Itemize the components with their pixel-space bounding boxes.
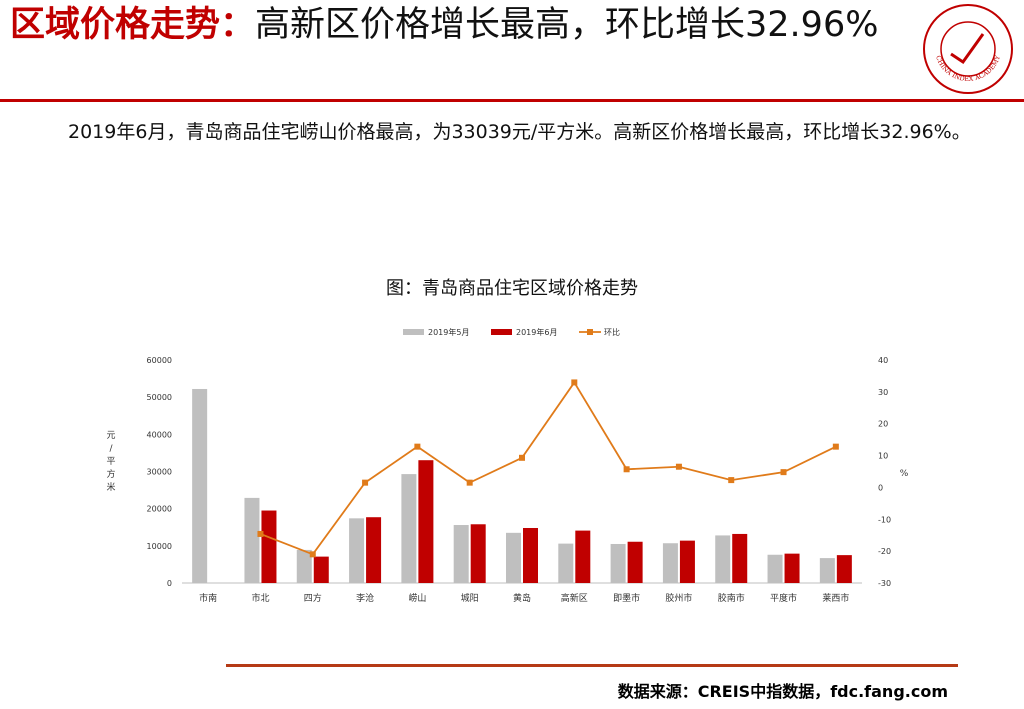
y-tick-label: 10000 [147,542,172,551]
bar-2019-05 [558,543,574,583]
bar-2019-06 [627,541,643,583]
bar-2019-05 [296,549,312,583]
x-category-label: 黄岛 [513,592,531,604]
bar-2019-05 [767,554,783,583]
y-axis-label: / [109,444,113,454]
bar-2019-05 [453,525,469,583]
bar-2019-05 [401,474,417,583]
point-mom [414,443,421,450]
point-mom [309,551,316,558]
title-divider [0,99,1024,102]
slide-title: 区域价格走势：高新区价格增长最高，环比增长32.96% [10,2,910,48]
x-category-label: 平度市 [770,592,797,604]
legend-swatch-2019-06 [491,329,512,335]
bar-2019-05 [610,543,626,583]
bar-2019-06 [470,524,486,583]
bar-2019-06 [732,533,748,583]
y-tick-label: 0 [167,579,172,588]
x-category-label: 即墨市 [613,592,640,604]
x-category-label: 市南 [199,592,217,604]
bar-2019-05 [244,497,260,583]
y-tick-label: 50000 [147,393,172,402]
y2-tick-label: 30 [878,388,888,397]
y-axis-label: 方 [106,468,115,480]
y-tick-label: 40000 [147,430,172,439]
bar-2019-05 [662,543,678,583]
bar-2019-06 [366,517,382,583]
x-category-label: 胶南市 [718,592,745,604]
bar-2019-06 [784,553,800,583]
y2-tick-label: -30 [878,579,891,588]
point-mom [466,479,473,486]
bar-2019-06 [313,556,329,583]
bar-2019-05 [506,532,521,583]
point-mom [780,469,787,476]
y2-tick-label: 10 [878,452,888,461]
x-category-label: 胶州市 [665,592,692,604]
bar-2019-05 [349,518,365,583]
y2-tick-label: 0 [878,483,883,492]
china-index-academy-logo-icon: CHINA INDEX ACADEMY [923,4,1013,94]
legend-label-2019-06: 2019年6月 [516,327,557,337]
data-source: 数据来源：CREIS中指数据，fdc.fang.com [617,682,948,701]
y2-tick-label: -10 [878,515,891,524]
bar-2019-06 [575,530,591,583]
point-mom [832,443,839,450]
bar-2019-05 [192,388,208,583]
point-mom [623,466,630,473]
point-mom [728,477,735,484]
point-mom [675,463,682,470]
bar-2019-05 [819,558,835,583]
y2-axis-label: % [900,469,909,479]
y2-tick-label: -20 [878,547,891,556]
point-mom [571,379,578,386]
y-tick-label: 30000 [147,468,172,477]
x-category-label: 莱西市 [822,592,849,604]
bar-2019-06 [836,555,852,583]
point-mom [519,454,525,461]
bar-2019-06 [523,527,538,583]
y-axis-label: 元 [106,431,115,441]
legend-label-2019-05: 2019年5月 [428,327,469,337]
y2-tick-label: 40 [878,356,888,365]
legend-marker-mom [587,329,593,335]
y-axis-label: 米 [106,481,115,493]
footer-divider [226,664,958,667]
x-category-label: 市北 [251,592,269,604]
line-mom [260,380,837,556]
slide-title-rest: 高新区价格增长最高，环比增长32.96% [255,5,879,45]
legend-label-mom: 环比 [604,327,620,337]
y-axis-label: 平 [106,456,115,467]
x-category-label: 高新区 [561,592,588,604]
x-category-label: 四方 [304,592,322,604]
point-mom [257,530,264,537]
point-mom [362,479,369,486]
y2-tick-label: 20 [878,420,888,429]
bar-2019-06 [679,540,695,583]
x-category-label: 李沧 [356,592,374,604]
bar-2019-06 [261,510,277,583]
y-tick-label: 20000 [147,505,172,514]
slide-title-accent: 区域价格走势： [10,5,256,45]
y-tick-label: 60000 [147,356,172,365]
body-paragraph: 2019年6月，青岛商品住宅崂山价格最高，为33039元/平方米。高新区价格增长… [68,121,971,143]
x-category-label: 崂山 [408,593,426,604]
legend-swatch-2019-05 [403,329,424,335]
chart-title: 图：青岛商品住宅区域价格走势 [386,278,638,299]
bar-2019-05 [715,535,731,583]
x-category-label: 城阳 [461,593,479,604]
bar-2019-06 [418,460,434,583]
